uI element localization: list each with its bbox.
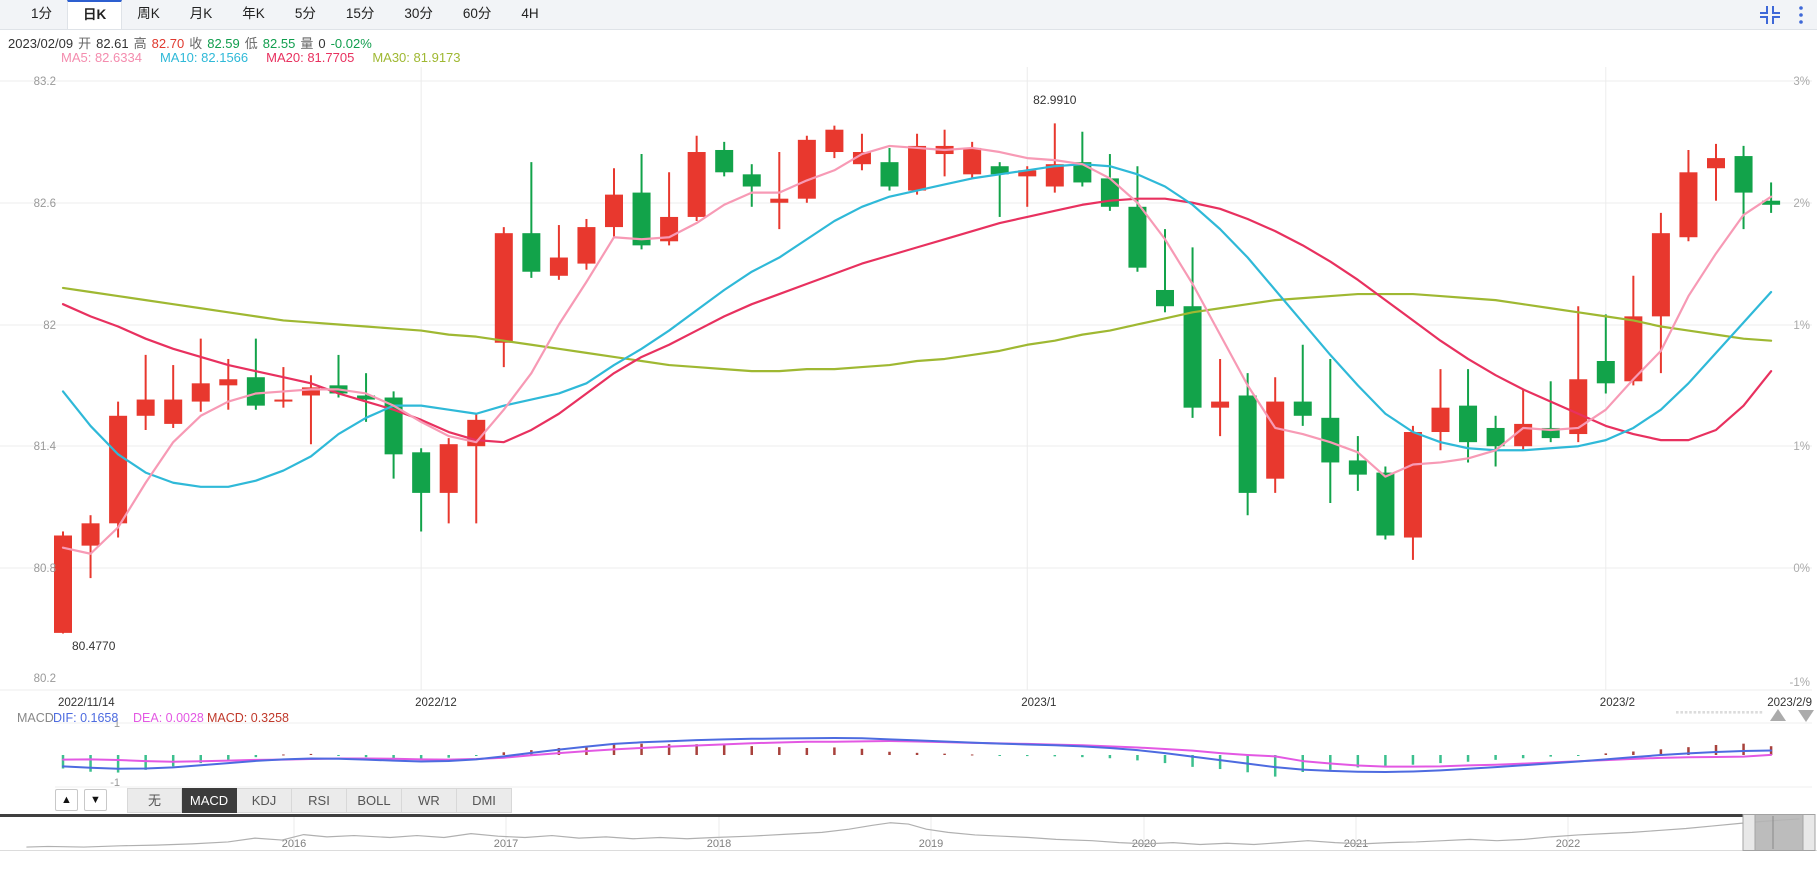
navigator[interactable]: 2016 2017 2018 2019 2020 2021 2022 bbox=[0, 814, 1817, 851]
ohlc-token: 高 bbox=[133, 36, 147, 51]
pane-down-button[interactable]: ▼ bbox=[84, 789, 107, 811]
period-tab-月K[interactable]: 月K bbox=[189, 6, 213, 21]
period-tab-4H[interactable]: 4H bbox=[521, 6, 539, 21]
svg-text:82.9910: 82.9910 bbox=[1033, 93, 1077, 107]
macd-pane-arrows[interactable] bbox=[1770, 709, 1814, 722]
svg-text:81.4: 81.4 bbox=[34, 441, 57, 453]
ma-token: MA5: 82.6334 bbox=[61, 50, 142, 65]
indicator-tab-DMI[interactable]: DMI bbox=[457, 788, 512, 813]
navigator-window[interactable] bbox=[1742, 814, 1816, 851]
svg-text:2022/11/14: 2022/11/14 bbox=[58, 697, 115, 709]
ohlc-token: 82.70 bbox=[151, 36, 185, 51]
svg-text:1: 1 bbox=[114, 718, 120, 730]
period-tab-周K[interactable]: 周K bbox=[137, 6, 160, 21]
ohlc-info-bar: 2023/02/09 开 82.61 高 82.70 收 82.59 低 82.55 量 0 -0.0… bbox=[8, 33, 377, 51]
svg-text:DIF: 0.1658: DIF: 0.1658 bbox=[53, 711, 118, 725]
svg-text:MACD: 0.3258: MACD: 0.3258 bbox=[207, 711, 289, 725]
ohlc-token: 量 bbox=[300, 36, 314, 51]
ohlc-token: 收 bbox=[189, 36, 203, 51]
indicator-tab-MACD[interactable]: MACD bbox=[182, 788, 237, 813]
navigator-handle-left[interactable] bbox=[1742, 814, 1756, 851]
toolbar: 1分 日K 周K 月K 年K 5分 15分 30分 60分 4H bbox=[0, 0, 1817, 30]
svg-text:2016: 2016 bbox=[282, 838, 306, 850]
ohlc-token: 开 bbox=[78, 36, 92, 51]
svg-text:80.2: 80.2 bbox=[34, 673, 56, 685]
period-tab-1分[interactable]: 1分 bbox=[31, 6, 53, 21]
svg-text:DEA: 0.0028: DEA: 0.0028 bbox=[133, 711, 204, 725]
indicator-tab-row: ▲ ▼ 无 MACD KDJ RSI BOLL WR DMI bbox=[0, 788, 1817, 814]
period-tab-bar: 1分 日K 周K 月K 年K 5分 15分 30分 60分 4H bbox=[0, 0, 554, 29]
svg-text:2019: 2019 bbox=[919, 838, 943, 850]
svg-text:-1: -1 bbox=[110, 777, 120, 789]
indicator-tab-RSI[interactable]: RSI bbox=[292, 788, 347, 813]
macd-pane: 1 -1 MACD DIF: 0.1658 DEA: 0.0028 MACD: 0.325… bbox=[17, 709, 1814, 789]
ohlc-token: 0 bbox=[318, 36, 326, 51]
indicator-tabs: 无 MACD KDJ RSI BOLL WR DMI bbox=[127, 788, 512, 813]
annotations: 82.9910 80.4770 bbox=[72, 93, 1077, 653]
svg-text:2018: 2018 bbox=[707, 838, 731, 850]
ohlc-token: 2023/02/09 bbox=[8, 36, 74, 51]
indicator-tab-WR[interactable]: WR bbox=[402, 788, 457, 813]
svg-text:-1%: -1% bbox=[1790, 677, 1810, 689]
ohlc-token: 低 bbox=[244, 36, 258, 51]
period-tab-60分[interactable]: 60分 bbox=[462, 6, 492, 21]
axis-labels: 83.2 82.6 82 81.4 80.8 80.2 3% 2% 1% 1% 0% -1% 2022/… bbox=[34, 76, 1812, 709]
svg-text:0%: 0% bbox=[1793, 563, 1810, 575]
svg-text:83.2: 83.2 bbox=[34, 76, 56, 88]
svg-text:2022: 2022 bbox=[1556, 838, 1580, 850]
svg-text:2%: 2% bbox=[1793, 198, 1810, 210]
ma-lines bbox=[61, 144, 1773, 555]
svg-text:MACD: MACD bbox=[17, 711, 54, 725]
svg-text:82.6: 82.6 bbox=[34, 198, 56, 210]
svg-text:2017: 2017 bbox=[494, 838, 518, 850]
svg-text:80.4770: 80.4770 bbox=[72, 639, 116, 653]
svg-text:1%: 1% bbox=[1793, 320, 1810, 332]
svg-text:82: 82 bbox=[43, 320, 56, 332]
more-icon[interactable] bbox=[1797, 4, 1805, 26]
svg-text:3%: 3% bbox=[1793, 76, 1810, 88]
candlesticks bbox=[54, 123, 1781, 634]
ohlc-token: -0.02% bbox=[330, 36, 372, 51]
toolbar-icons bbox=[1759, 0, 1805, 30]
period-tab-日K[interactable]: 日K bbox=[67, 0, 123, 29]
svg-text:2023/1: 2023/1 bbox=[1021, 697, 1056, 709]
ohlc-token: 82.55 bbox=[262, 36, 296, 51]
ma-token: MA30: 81.9173 bbox=[372, 50, 461, 65]
collapse-icon[interactable] bbox=[1759, 4, 1781, 26]
ohlc-token: 82.59 bbox=[207, 36, 240, 51]
ohlc-token: 82.61 bbox=[96, 36, 129, 51]
navigator-handle-right[interactable] bbox=[1802, 814, 1816, 851]
indicator-tab-BOLL[interactable]: BOLL bbox=[347, 788, 402, 813]
indicator-tab-KDJ[interactable]: KDJ bbox=[237, 788, 292, 813]
ma-token: MA20: 81.7705 bbox=[266, 50, 355, 65]
period-tab-5分[interactable]: 5分 bbox=[294, 6, 316, 21]
ma-info-bar: MA5: 82.6334 MA10: 82.1566 MA20: 81.7705 MA… bbox=[61, 50, 479, 66]
svg-text:2023/2: 2023/2 bbox=[1600, 697, 1635, 709]
period-tab-30分[interactable]: 30分 bbox=[404, 6, 433, 21]
svg-text:80.8: 80.8 bbox=[34, 563, 56, 575]
period-tab-年K[interactable]: 年K bbox=[242, 6, 265, 21]
grid-lines bbox=[0, 67, 1812, 691]
ma-token: MA10: 82.1566 bbox=[159, 50, 249, 65]
pane-up-button[interactable]: ▲ bbox=[55, 789, 78, 811]
period-tab-15分[interactable]: 15分 bbox=[345, 6, 375, 21]
indicator-tab-无[interactable]: 无 bbox=[127, 788, 182, 813]
svg-text:2022/12: 2022/12 bbox=[415, 697, 457, 709]
svg-text:1%: 1% bbox=[1793, 441, 1810, 453]
svg-text:2023/2/9: 2023/2/9 bbox=[1767, 697, 1812, 709]
